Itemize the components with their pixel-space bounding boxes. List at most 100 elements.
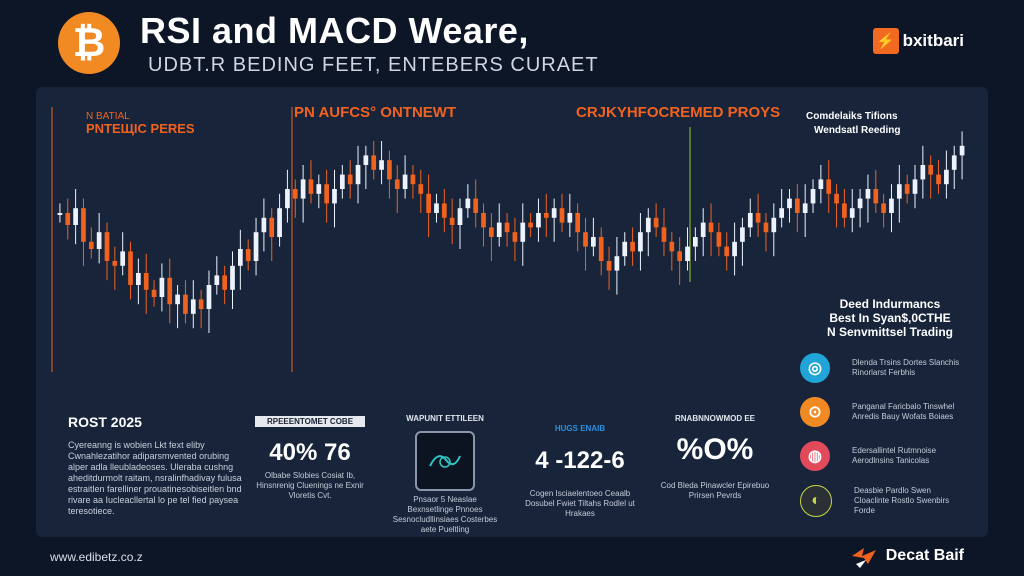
candle-body [355,165,361,185]
bird-logo-icon [851,548,876,568]
candle-body [214,275,220,285]
candle-body [614,256,620,271]
stat-card-3[interactable]: HUGS ENAIB 4 -122-6 Cogen Isciaelentoeo … [525,414,635,519]
circle-target-icon: ◎ [800,353,830,383]
candle-body [324,184,329,204]
card-label: RPEEENTOMET COBE [255,416,365,427]
candle-body [606,261,612,271]
footer-brand[interactable]: Decat Baif [850,544,964,568]
header: ₿ RSI and MACD Weare, UDBT.R BEDING FEET… [0,0,1024,82]
candle-body [936,174,941,185]
side-title-3: N Senvmittsel Trading [826,325,954,339]
candle-body [88,241,94,249]
page-title: RSI and MACD Weare, [140,10,529,51]
candle-body [277,208,282,237]
candle-body [418,184,424,194]
candle-body [96,232,102,249]
candle-body [434,203,439,213]
candle-body [896,184,902,199]
candle-body [410,174,416,185]
card-value: 40% 76 [269,439,351,466]
candle-body [308,179,314,194]
candle-body [347,174,353,185]
candle-body [959,145,965,156]
card-foot: Cod Bleda Pinawcler Epirebuo Prirsen Pev… [660,481,770,500]
candle-body [810,189,816,204]
candle-body [230,265,235,290]
candle-body [238,249,243,266]
monitor-icon [415,431,475,491]
card-foot: Cogen Isciaelentoeo Ceaalb Dosubel Fwiet… [525,489,635,518]
candle-body [73,208,78,225]
candle-body [316,184,322,194]
side-item-4[interactable]: ◐ Deasbie Pardlo Swen Cloaclinte Rostlo … [800,485,980,517]
label-top-left-small: N BATIAL [86,111,130,122]
candle-body [732,241,737,257]
candlestick-chart: N BATIAL PNTEЩIC PERES PN AUFCS° ONTNEWT… [51,104,965,372]
card-label: RNABNNOWMOD EE [675,414,755,423]
side-item-1[interactable]: ◎ Dlenda Trsins Dortes Slanchis Rinorlar… [800,353,980,383]
candle-body [112,261,118,266]
candle-body [716,232,722,247]
candle-body [653,217,659,228]
side-title-2: Best In Syan$,0CTHE [829,311,951,325]
circle-half-icon: ◐ [800,485,832,517]
candle-body [285,189,290,209]
side-item-text: Panganal Faricbalo Tinswhel Anredis Bauy… [852,402,955,421]
candle-body [457,208,463,225]
brand-logo[interactable]: ⚡ bxitbari [872,28,964,54]
candle-body [379,160,384,170]
candle-body [520,222,526,242]
candle-body [222,275,228,290]
candle-body [269,217,275,237]
candle-body [928,165,934,175]
label-far-right-1: Comdelaiks Tifions [806,111,898,122]
circle-dot-icon: ⊙ [800,397,830,427]
candle-body [677,251,683,261]
candle-body [387,160,392,180]
candle-body [198,299,204,309]
candle-body [496,222,502,237]
circle-pattern-icon: ◍ [800,441,830,471]
card-value: %O% [676,433,754,466]
candle-body [151,289,157,297]
candle-body [904,184,910,194]
candle-body [536,213,541,228]
candle-body [402,174,408,189]
candle-body [763,222,769,233]
candle-body [622,241,628,257]
bottom-left-text: Cyereanng is wobien Lkt fext eliby Cwnah… [68,440,242,516]
label-far-right-2: Wendsatl Reeding [814,125,901,136]
side-item-3[interactable]: ◍ Edersallintel Rutmnoise Aerodlnsins Ta… [800,441,980,471]
card-foot: Pnsaor 5 Neaslae Bexnsetlinge Pnnoes Ses… [392,495,498,534]
candle-body [724,246,730,257]
side-item-2[interactable]: ⊙ Panganal Faricbalo Tinswhel Anredis Ba… [800,397,980,427]
candle-body [81,208,86,242]
candle-body [661,227,667,242]
candle-body [339,174,345,189]
stat-card-2[interactable]: WAPUNIT ETTILEEN Pnsaor 5 Neaslae Bexnse… [390,414,500,535]
candle-body [700,222,706,237]
candle-body [143,273,149,290]
candle-body [128,251,133,285]
candle-body [371,155,377,170]
candle-body [190,299,196,314]
candle-body [755,213,761,223]
stat-card-1[interactable]: RPEEENTOMET COBE 40% 76 Olbabe Slobies C… [255,416,365,501]
candle-body [528,222,533,228]
footer-brand-name: Decat Baif [885,547,964,564]
candle-body [685,246,690,261]
candle-body [787,198,792,209]
candle-body [489,227,494,237]
page-subtitle: UDBT.R BEDING FEET, ENTEBERS CURAET [148,54,599,76]
candles [57,131,965,333]
stat-card-4[interactable]: RNABNNOWMOD EE %O% Cod Bleda Pinawcler E… [655,414,775,501]
candle-body [183,294,188,314]
bottom-left-block: ROST 2025 Cyereanng is wobien Lkt fext e… [68,414,243,517]
candle-body [175,294,180,305]
candle-body [120,251,126,266]
footer-url[interactable]: www.edibetz.co.z [50,550,143,564]
candle-body [65,213,71,225]
bottom-left-title: ROST 2025 [68,414,142,430]
candle-body [551,208,557,218]
